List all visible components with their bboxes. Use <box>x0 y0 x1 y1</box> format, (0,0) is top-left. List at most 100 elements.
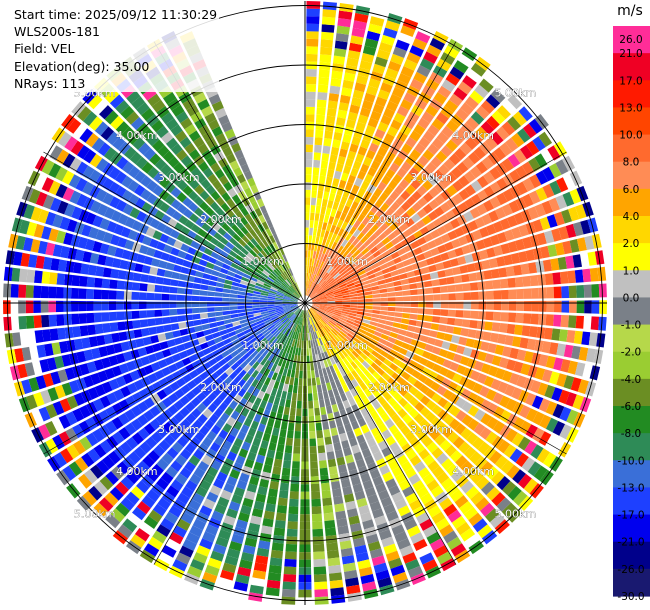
gate-cell <box>300 363 303 371</box>
gate-cell <box>269 481 279 490</box>
gate-cell <box>330 474 339 483</box>
gate-cell <box>170 287 178 294</box>
gate-cell <box>531 314 539 325</box>
gate-cell <box>415 327 424 334</box>
gate-cell <box>398 329 407 336</box>
range-ring-label: 3.00km <box>410 423 452 436</box>
gate-cell <box>322 490 332 498</box>
gate-cell <box>290 408 296 416</box>
gate-cell <box>125 321 134 330</box>
gate-cell <box>444 333 453 341</box>
gate-cell <box>327 200 333 209</box>
gate-cell <box>295 423 301 431</box>
gate-cell <box>314 589 328 597</box>
gate-cell <box>493 312 501 321</box>
gate-cell <box>194 325 203 332</box>
gate-cell <box>513 265 522 276</box>
gate-cell <box>332 139 341 148</box>
gate-cell <box>202 324 210 330</box>
gate-cell <box>329 420 336 429</box>
gate-cell <box>439 278 447 286</box>
gate-cell <box>350 297 358 300</box>
gate-cell <box>131 292 139 300</box>
gate-cell <box>395 312 403 317</box>
gate-cell <box>501 312 509 322</box>
range-ring-label: 1.00km <box>326 255 368 268</box>
gate-cell <box>329 466 338 475</box>
gate-cell <box>314 221 319 229</box>
gate-cell <box>109 290 117 299</box>
gate-cell <box>592 300 600 313</box>
gate-cell <box>322 9 336 18</box>
gate-cell <box>432 287 440 294</box>
colorbar-tick-label: -21.0 <box>617 537 644 549</box>
colorbar-tick-label: 17.0 <box>619 75 642 87</box>
gate-cell <box>365 295 373 299</box>
gate-cell <box>299 378 303 386</box>
gate-cell <box>582 269 591 283</box>
gate-cell <box>316 122 325 130</box>
gate-cell <box>26 285 34 298</box>
gate-cell <box>267 580 281 589</box>
gate-cell <box>431 323 440 330</box>
gate-cell <box>311 499 321 507</box>
gate-cell <box>333 56 345 65</box>
gate-cell <box>200 313 208 319</box>
gate-cell <box>330 587 344 596</box>
gate-cell <box>306 333 308 341</box>
gate-cell <box>335 304 343 306</box>
gate-cell <box>410 308 418 314</box>
gate-cell <box>323 505 333 514</box>
gate-cell <box>331 481 341 490</box>
gate-cell <box>417 289 425 295</box>
gate-cell <box>193 320 201 326</box>
gate-cell <box>267 496 277 505</box>
gate-cell <box>297 393 302 401</box>
gate-cell <box>403 308 411 313</box>
gate-cell <box>406 271 415 278</box>
gate-cell <box>163 278 171 286</box>
gate-cell <box>522 325 531 336</box>
gate-cell <box>455 310 463 318</box>
gate-cell <box>87 325 96 336</box>
gate-cell <box>171 272 180 280</box>
gate-cell <box>291 469 299 477</box>
gate-cell <box>279 490 289 498</box>
gate-cell <box>554 301 562 313</box>
gate-cell <box>278 406 285 415</box>
gate-cell <box>283 582 296 590</box>
gate-cell <box>271 550 283 559</box>
gate-cell <box>590 268 599 282</box>
gate-cell <box>372 290 380 294</box>
gate-cell <box>454 318 462 326</box>
gate-cell <box>291 400 296 408</box>
range-ring-label: 1.00km <box>242 339 284 352</box>
gate-cell <box>318 77 329 85</box>
gate-cell <box>310 446 317 454</box>
gate-cell <box>102 279 110 289</box>
gate-cell <box>124 291 132 299</box>
gate-cell <box>216 282 224 288</box>
gate-cell <box>365 299 373 302</box>
elevation: Elevation(deg): 35.00 <box>14 58 217 75</box>
gate-cell <box>561 286 569 298</box>
range-ring-label: 5.00km <box>495 507 537 520</box>
gate-cell <box>192 296 200 301</box>
range-ring-label: 1.00km <box>242 255 284 268</box>
gate-cell <box>319 176 326 184</box>
gate-cell <box>432 316 440 323</box>
gate-cell <box>306 341 308 349</box>
gate-cell <box>546 287 554 299</box>
gate-cell <box>310 439 317 447</box>
gate-cell <box>411 296 419 301</box>
gate-cell <box>372 310 380 314</box>
gate-cell <box>310 220 314 228</box>
gate-cell <box>318 183 324 191</box>
gate-cell <box>478 311 486 320</box>
colorbar-tick-label: -13.0 <box>617 482 644 494</box>
gate-cell <box>200 290 208 295</box>
colorbar-tick-label: 10.0 <box>619 130 642 142</box>
gate-cell <box>312 514 322 522</box>
gate-cell <box>328 162 336 171</box>
gate-cell <box>282 414 289 422</box>
